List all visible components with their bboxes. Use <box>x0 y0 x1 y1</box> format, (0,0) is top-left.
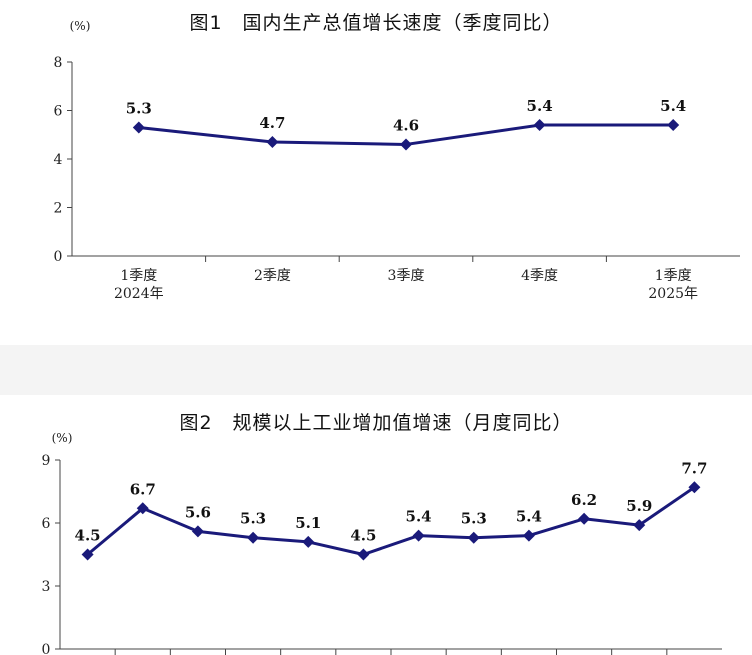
chart2-y-tick-label: 9 <box>42 453 51 469</box>
chart2-data-label: 5.3 <box>240 510 266 528</box>
chart2-data-label: 4.5 <box>75 527 101 545</box>
chart1-data-label: 5.3 <box>126 99 152 117</box>
chart1-y-tick-label: 2 <box>54 201 63 217</box>
chart2-data-label: 6.2 <box>571 491 597 509</box>
chart2-data-point <box>522 529 535 542</box>
chart2-y-tick-label: 6 <box>42 516 51 532</box>
chart1-data-point <box>132 121 145 134</box>
chart1-category-label: 1季度 <box>655 268 692 284</box>
chart2-data-point <box>688 481 701 494</box>
chart2-data-label: 5.1 <box>295 514 321 532</box>
chart2-plot: (%) 0 3 6 9 4.5 6.7 5.6 5.3 5.1 4.5 5.4 5.3 5.4 6.2 5.9… <box>42 431 722 655</box>
chart2-data-point <box>247 531 260 544</box>
chart1-data-point <box>266 136 279 149</box>
chart2-data-point <box>633 519 646 532</box>
chart1-category-label: 2024年 <box>114 286 164 302</box>
chart1-data-label: 4.6 <box>393 116 419 134</box>
chart2-series-line <box>86 486 696 556</box>
chart2-data-label: 4.5 <box>350 527 376 545</box>
chart1-y-tick-label: 4 <box>54 152 63 168</box>
chart2-data-point <box>578 512 591 525</box>
chart1-unit-label: (%) <box>70 19 91 33</box>
chart2-data-point <box>412 529 425 542</box>
chart1-title: 图1 国内生产总值增长速度（季度同比） <box>189 12 563 34</box>
chart2-data-point <box>357 548 370 561</box>
chart1-data-point <box>400 138 412 151</box>
gdp-growth-chart: 图1 国内生产总值增长速度（季度同比） (%) 0 2 4 6 8 1季度 2024年 2季度 3… <box>54 12 740 302</box>
chart1-plot: (%) 0 2 4 6 8 1季度 2024年 2季度 3季度 4季度 1季度 2025年 5.3 4.7 4… <box>54 19 740 302</box>
chart1-category-label: 3季度 <box>388 268 425 284</box>
chart2-y-tick-label: 0 <box>42 642 51 655</box>
chart2-data-point <box>191 525 204 538</box>
industrial-growth-chart: 图2 规模以上工业增加值增速（月度同比） (%) 0 3 6 9 4.5 6.7 5.6 5.3… <box>0 395 752 655</box>
chart2-data-label: 7.7 <box>681 459 707 477</box>
chart1-data-point <box>667 119 680 132</box>
section-divider <box>0 345 752 395</box>
chart1-data-label: 4.7 <box>259 114 285 132</box>
chart1-data-label: 5.4 <box>660 97 686 115</box>
chart2-y-tick-label: 3 <box>42 579 51 595</box>
chart1-y-tick-label: 0 <box>54 249 63 265</box>
chart2-data-label: 5.3 <box>461 510 487 528</box>
chart2-data-point <box>302 535 315 548</box>
chart2-data-label: 5.4 <box>516 508 542 526</box>
chart2-title: 图2 规模以上工业增加值增速（月度同比） <box>179 412 573 434</box>
chart2-unit-label: (%) <box>52 431 73 445</box>
chart1-category-label: 1季度 <box>120 268 157 284</box>
chart1-category-label: 2季度 <box>254 268 291 284</box>
chart2-data-label: 6.7 <box>130 480 156 498</box>
chart2-data-label: 5.6 <box>185 503 211 521</box>
chart1-y-tick-label: 6 <box>54 104 63 120</box>
chart1-y-tick-label: 8 <box>54 55 63 71</box>
chart1-data-point <box>533 119 546 132</box>
chart1-data-label: 5.4 <box>527 97 553 115</box>
chart2-data-point <box>467 531 480 544</box>
chart1-category-label: 4季度 <box>521 268 558 284</box>
chart2-data-point <box>136 502 149 515</box>
chart2-data-label: 5.4 <box>406 508 432 526</box>
chart2-data-label: 5.9 <box>626 497 652 515</box>
chart1-category-label: 2025年 <box>648 286 698 302</box>
chart2-data-point <box>81 548 94 561</box>
